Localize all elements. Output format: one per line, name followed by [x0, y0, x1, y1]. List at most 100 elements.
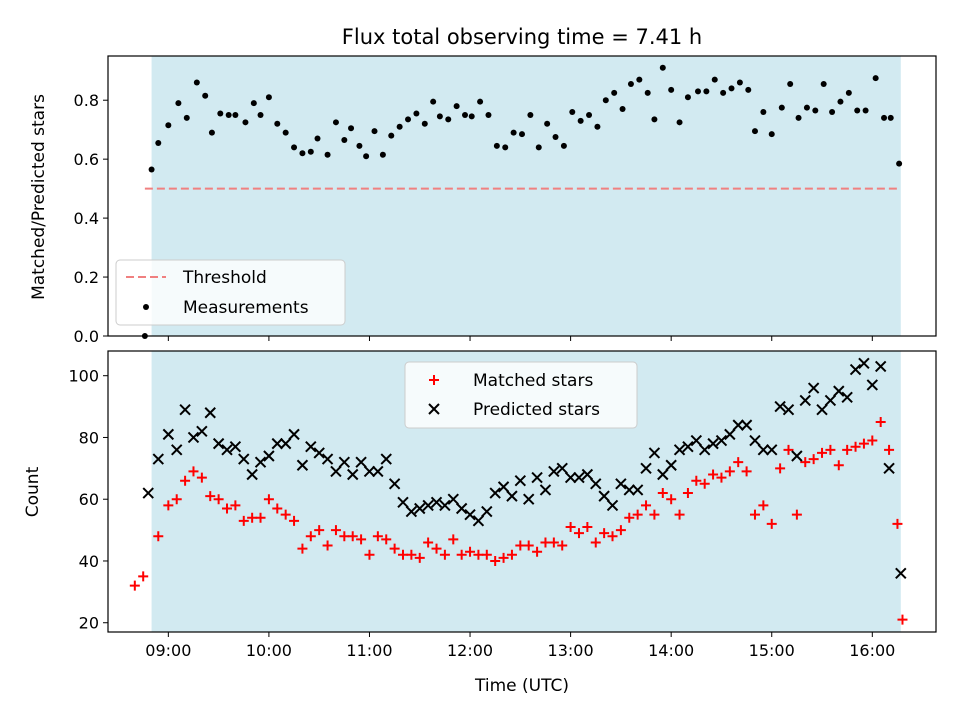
data-point	[502, 144, 508, 150]
data-point	[405, 116, 411, 122]
data-point	[660, 65, 666, 71]
data-point	[175, 100, 181, 106]
data-point	[194, 80, 200, 86]
y-tick-label: 0.4	[74, 209, 99, 228]
x-tick-label: 16:00	[849, 641, 895, 660]
data-point	[209, 130, 215, 136]
legend: Matched stars Predicted stars	[405, 362, 637, 428]
data-point	[863, 108, 869, 114]
data-point	[462, 112, 468, 118]
data-point	[363, 153, 369, 159]
data-point	[611, 90, 617, 96]
data-point	[315, 136, 321, 142]
data-point	[737, 80, 743, 86]
y-tick-label: 0.0	[74, 327, 99, 346]
legend: Threshold Measurements	[116, 260, 345, 325]
data-point	[430, 99, 436, 105]
data-point	[232, 112, 238, 118]
data-point	[712, 77, 718, 83]
legend-measure-marker	[143, 304, 149, 310]
x-axis-label: Time (UTC)	[474, 676, 569, 696]
data-point	[380, 152, 386, 158]
data-point	[333, 119, 339, 125]
legend-label: Threshold	[182, 268, 267, 288]
data-point	[881, 115, 887, 121]
data-point	[217, 110, 223, 116]
y-tick-label: 100	[68, 367, 99, 386]
data-point	[804, 105, 810, 111]
data-point	[485, 112, 491, 118]
data-point	[796, 115, 802, 121]
legend-label: Measurements	[183, 298, 309, 318]
data-point	[308, 149, 314, 155]
data-point	[787, 81, 793, 87]
data-point	[603, 97, 609, 103]
data-point	[677, 119, 683, 125]
data-point	[341, 137, 347, 143]
data-point	[636, 77, 642, 83]
data-point	[251, 100, 257, 106]
data-point	[437, 113, 443, 119]
data-point	[779, 105, 785, 111]
data-point	[703, 88, 709, 94]
data-point	[291, 144, 297, 150]
ratio-panel: 0.00.20.40.60.8ThresholdMeasurements	[74, 56, 936, 346]
x-tick-label: 13:00	[548, 641, 594, 660]
y-tick-label: 80	[79, 428, 99, 447]
data-point	[266, 94, 272, 100]
figure-title: Flux total observing time = 7.41 h	[342, 25, 702, 49]
data-point	[620, 106, 626, 112]
x-tick-label: 10:00	[246, 641, 292, 660]
data-point	[628, 81, 634, 87]
y-tick-label: 0.2	[74, 268, 99, 287]
y-tick-label: 0.8	[74, 91, 99, 110]
data-point	[469, 113, 475, 119]
data-point	[202, 93, 208, 99]
data-point	[586, 112, 592, 118]
data-point	[274, 121, 280, 127]
data-point	[155, 140, 161, 146]
data-point	[325, 152, 331, 158]
data-point	[873, 75, 879, 81]
data-point	[578, 118, 584, 124]
x-tick-label: 11:00	[346, 641, 392, 660]
data-point	[888, 115, 894, 121]
x-tick-label: 15:00	[749, 641, 795, 660]
data-point	[645, 90, 651, 96]
data-point	[445, 116, 451, 122]
data-point	[594, 124, 600, 130]
data-point	[527, 112, 533, 118]
data-point	[854, 108, 860, 114]
data-point	[685, 94, 691, 100]
data-point	[720, 90, 726, 96]
data-point	[299, 150, 305, 156]
data-point	[769, 131, 775, 137]
y-axis-label-count: Count	[23, 466, 43, 517]
data-point	[454, 103, 460, 109]
data-point	[356, 143, 362, 149]
data-point	[695, 88, 701, 94]
data-point	[651, 116, 657, 122]
data-point	[519, 131, 525, 137]
x-tick-label: 12:00	[447, 641, 493, 660]
data-point	[413, 110, 419, 116]
legend-label: Matched stars	[473, 371, 593, 391]
data-point	[165, 122, 171, 128]
data-point	[242, 119, 248, 125]
data-point	[561, 143, 567, 149]
data-point	[149, 166, 155, 172]
data-point	[372, 128, 378, 134]
y-tick-label: 60	[79, 490, 99, 509]
data-point	[388, 133, 394, 139]
data-point	[184, 115, 190, 121]
data-point	[422, 121, 428, 127]
data-point	[511, 130, 517, 136]
data-point	[729, 85, 735, 91]
figure: Flux total observing time = 7.41 h 0.0 0.…	[0, 0, 960, 720]
data-point	[821, 81, 827, 87]
data-point	[569, 109, 575, 115]
data-point	[812, 108, 818, 114]
legend-label: Predicted stars	[473, 400, 600, 420]
data-point	[745, 87, 751, 93]
data-point	[544, 121, 550, 127]
